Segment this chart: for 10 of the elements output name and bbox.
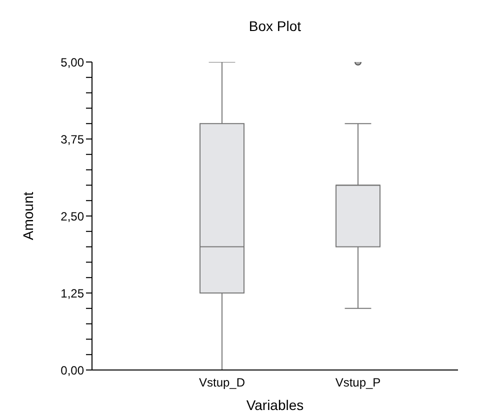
- y-tick-label: 2,50: [60, 209, 84, 224]
- y-tick-label: 3,75: [60, 132, 84, 146]
- x-tick-label: Vstup_P: [335, 376, 381, 390]
- y-tick-label: 5,00: [60, 55, 84, 70]
- y-axis-title: Amount: [20, 192, 36, 240]
- y-tick-label: 1,25: [60, 286, 84, 300]
- x-tick-label: Vstup_D: [198, 376, 246, 390]
- y-tick-label: 0,00: [60, 363, 84, 378]
- chart-title: Box Plot: [248, 18, 302, 34]
- x-axis-title: Variables: [246, 397, 304, 412]
